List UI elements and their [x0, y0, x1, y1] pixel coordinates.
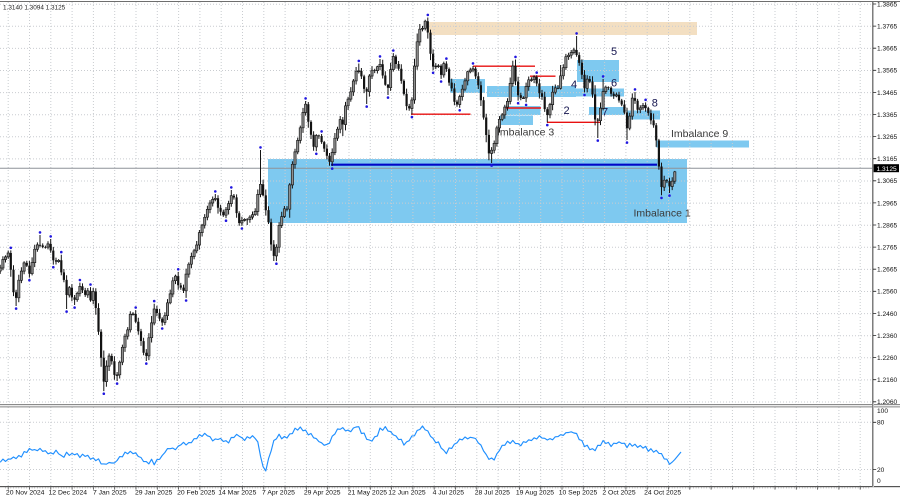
svg-text:14 Mar 2025: 14 Mar 2025: [218, 490, 256, 497]
svg-text:80: 80: [877, 420, 885, 427]
svg-text:1.2260: 1.2260: [877, 355, 898, 362]
svg-text:21 May 2025: 21 May 2025: [348, 490, 388, 497]
svg-text:1.3865: 1.3865: [877, 1, 898, 8]
svg-text:100: 100: [877, 408, 888, 415]
svg-text:1.3465: 1.3465: [877, 90, 898, 97]
svg-text:1.3265: 1.3265: [877, 134, 898, 141]
svg-text:7: 7: [602, 106, 608, 118]
svg-text:1.2460: 1.2460: [877, 311, 898, 318]
svg-text:7 Jan 2025: 7 Jan 2025: [93, 490, 127, 497]
svg-text:1.3765: 1.3765: [877, 24, 898, 31]
svg-text:1.3065: 1.3065: [877, 178, 898, 185]
svg-text:1.2665: 1.2665: [877, 267, 898, 274]
svg-text:1.2160: 1.2160: [877, 377, 898, 384]
svg-text:19 Aug 2025: 19 Aug 2025: [516, 490, 554, 497]
svg-text:12 Jun 2025: 12 Jun 2025: [388, 490, 426, 497]
svg-text:1.2765: 1.2765: [877, 245, 898, 252]
svg-text:2: 2: [564, 105, 570, 117]
svg-text:Imbalance 3: Imbalance 3: [497, 126, 554, 138]
svg-text:7 Apr 2025: 7 Apr 2025: [262, 490, 295, 497]
svg-text:1.2060: 1.2060: [877, 399, 898, 406]
svg-text:8: 8: [652, 97, 658, 109]
svg-text:5: 5: [611, 46, 617, 58]
svg-text:6: 6: [611, 78, 617, 90]
svg-text:4: 4: [571, 79, 577, 91]
svg-text:1.3565: 1.3565: [877, 68, 898, 75]
svg-text:0: 0: [877, 478, 881, 485]
svg-text:29 Jan 2025: 29 Jan 2025: [135, 490, 173, 497]
svg-text:1.3665: 1.3665: [877, 46, 898, 53]
svg-text:1.2360: 1.2360: [877, 333, 898, 340]
svg-text:29 Apr 2025: 29 Apr 2025: [304, 490, 341, 497]
svg-text:1.3125: 1.3125: [877, 166, 898, 173]
svg-text:28 Jul 2025: 28 Jul 2025: [475, 490, 510, 497]
svg-text:4 Jul 2025: 4 Jul 2025: [433, 490, 465, 497]
svg-text:1.3140 1.3094 1.3125: 1.3140 1.3094 1.3125: [3, 4, 66, 11]
svg-text:1.2865: 1.2865: [877, 222, 898, 229]
svg-text:1.2560: 1.2560: [877, 289, 898, 296]
svg-text:Imbalance 1: Imbalance 1: [634, 208, 691, 220]
svg-text:12 Dec 2024: 12 Dec 2024: [49, 490, 88, 497]
svg-text:1.3165: 1.3165: [877, 156, 898, 163]
svg-text:20: 20: [877, 467, 885, 474]
svg-text:10 Sep 2025: 10 Sep 2025: [559, 490, 598, 497]
svg-text:Imbalance 9: Imbalance 9: [671, 128, 728, 140]
svg-text:1.2965: 1.2965: [877, 200, 898, 207]
svg-text:2 Oct 2025: 2 Oct 2025: [602, 490, 635, 497]
svg-text:1.3365: 1.3365: [877, 112, 898, 119]
svg-text:24 Oct 2025: 24 Oct 2025: [644, 490, 681, 497]
svg-text:20 Feb 2025: 20 Feb 2025: [177, 490, 215, 497]
svg-text:20 Nov 2024: 20 Nov 2024: [6, 490, 45, 497]
